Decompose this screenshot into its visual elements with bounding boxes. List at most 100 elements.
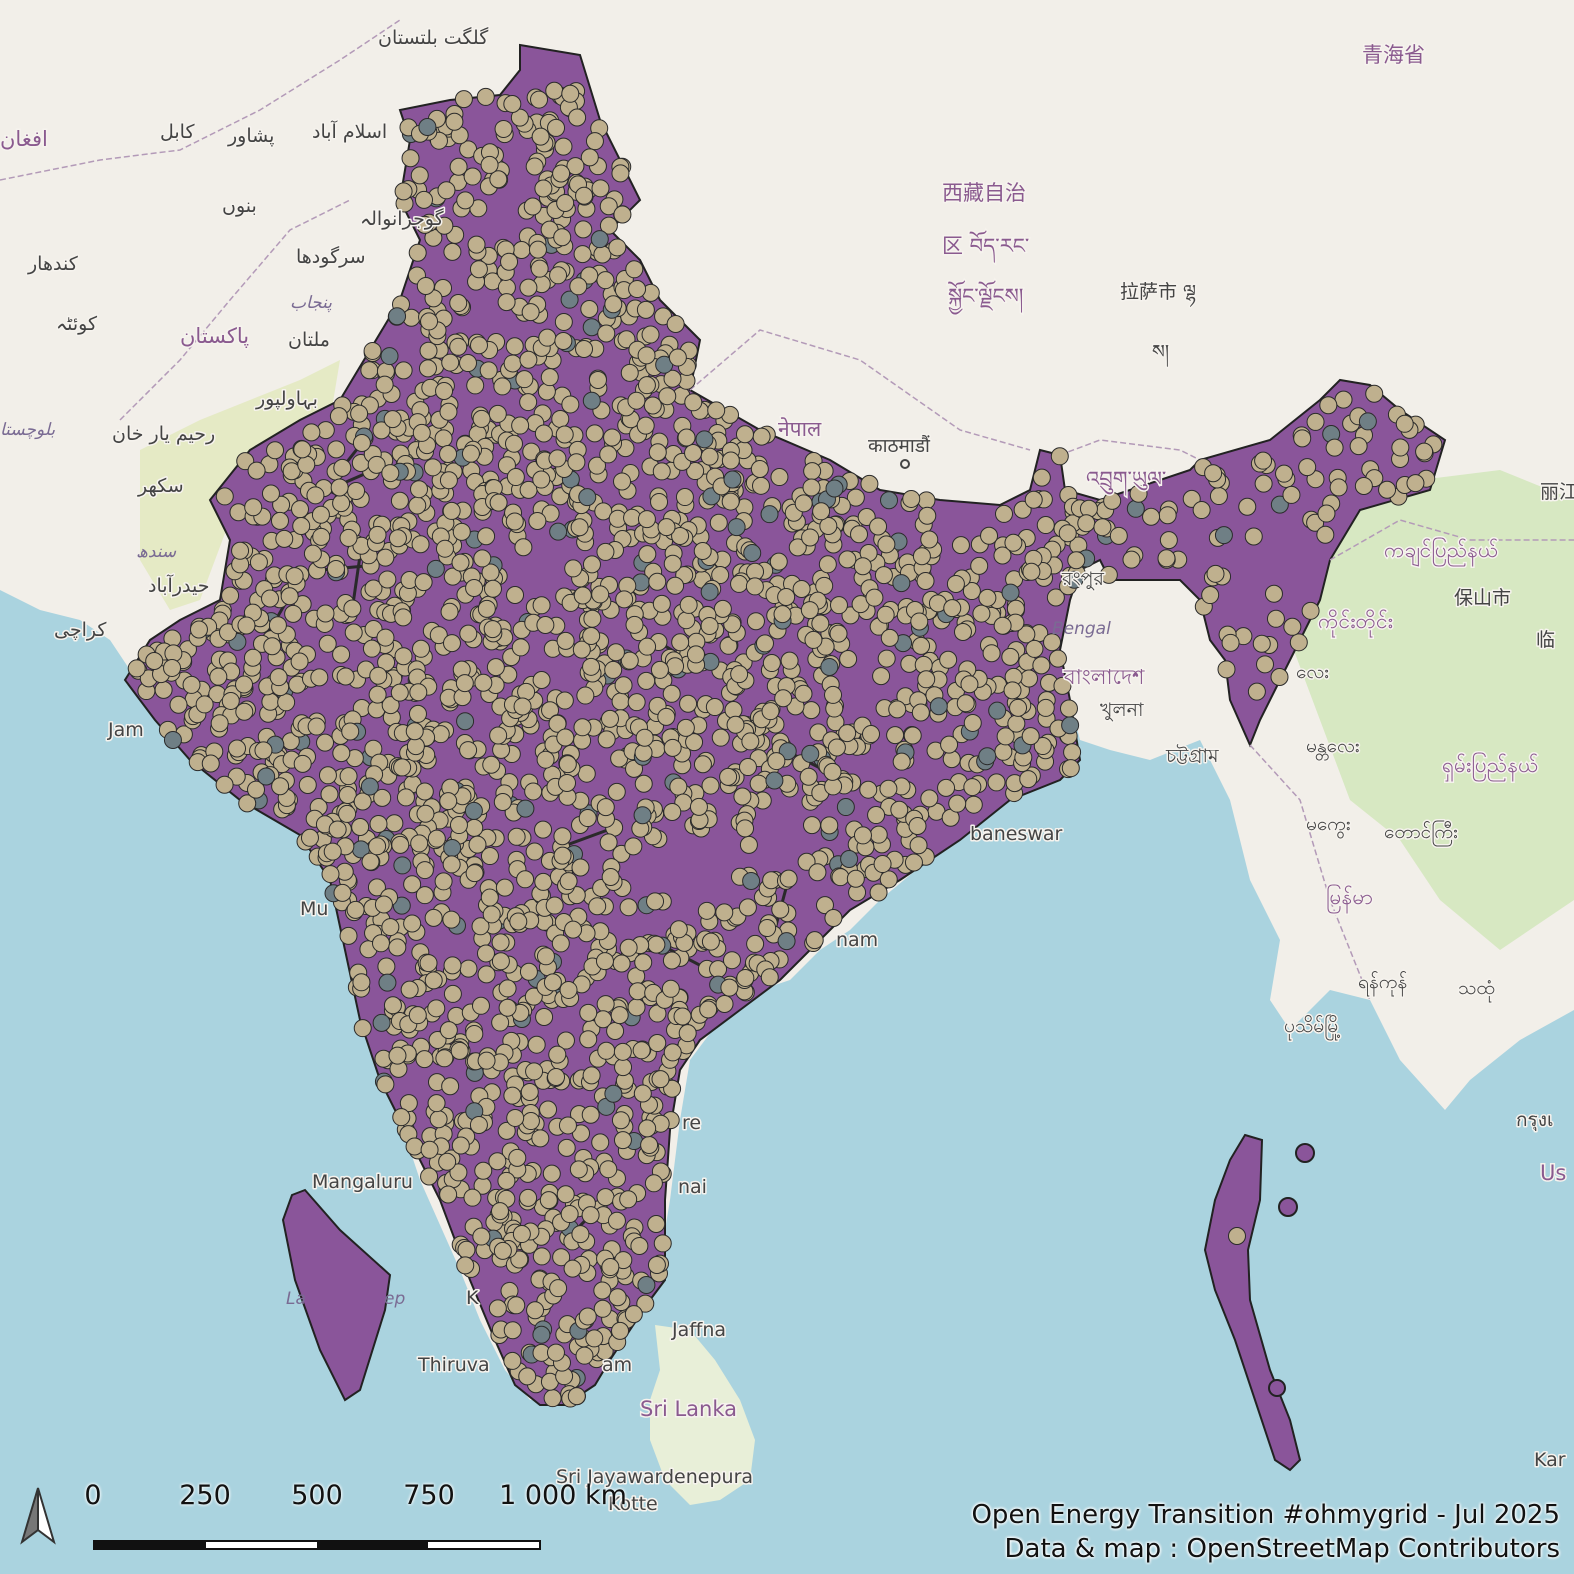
substation-point — [960, 675, 979, 694]
substation-point — [390, 491, 409, 510]
substation-point — [840, 849, 859, 868]
substation-point — [497, 1171, 516, 1190]
substation-point — [371, 934, 390, 953]
substation-point — [746, 612, 765, 631]
substation-point — [396, 788, 415, 807]
substation-point — [353, 792, 372, 811]
substation-point — [774, 689, 793, 708]
substation-point — [449, 157, 468, 176]
substation-point — [636, 300, 655, 319]
substation-point — [277, 693, 296, 712]
substation-point — [467, 235, 486, 254]
substation-point — [1067, 551, 1086, 570]
substation-point — [552, 1248, 571, 1267]
substation-point — [862, 725, 881, 744]
india-boundary[interactable] — [123, 43, 1447, 1406]
substation-point — [344, 623, 363, 642]
credit-line-2: Data & map : OpenStreetMap Contributors — [1004, 1534, 1560, 1564]
substation-point — [652, 594, 671, 613]
substation-point — [480, 888, 499, 907]
label-bengal: Bengal — [1052, 619, 1111, 639]
label-baoshan: 保山市 — [1454, 587, 1511, 609]
substation-point — [338, 786, 357, 805]
substation-point — [494, 119, 513, 138]
substation-point — [163, 658, 182, 677]
substation-point — [755, 634, 774, 653]
substation-point — [423, 458, 442, 477]
label-multan: ملتان — [288, 329, 330, 351]
scale-tick-500: 500 — [291, 1480, 343, 1511]
substation-point — [699, 1000, 718, 1019]
substation-point — [1009, 698, 1028, 717]
substation-point — [419, 341, 438, 360]
label-visakhapatnam: nam — [836, 929, 878, 951]
substation-point — [619, 898, 638, 917]
lakshadweep-boundary[interactable] — [281, 1188, 392, 1402]
substation-point — [711, 566, 730, 585]
substation-point — [1354, 476, 1373, 495]
substation-point — [980, 526, 999, 545]
substation-point — [752, 427, 771, 446]
substation-point — [638, 545, 657, 564]
substation-point — [336, 667, 355, 686]
substation-point — [558, 755, 577, 774]
label-afghanistan: افغان — [0, 127, 48, 151]
substation-point — [553, 228, 572, 247]
substation-point — [963, 778, 982, 797]
substation-point — [872, 667, 891, 686]
substation-point — [515, 370, 534, 389]
substation-point — [555, 691, 574, 710]
label-bangladesh: বাংলাদেশ — [1063, 665, 1145, 689]
substation-point — [637, 1276, 656, 1295]
substation-point — [627, 998, 646, 1017]
substation-point — [970, 556, 989, 575]
substation-point — [808, 863, 827, 882]
label-chattogram: চট্টগ্রাম — [1165, 744, 1219, 767]
substation-point — [679, 694, 698, 713]
substation-point — [488, 404, 507, 423]
substation-point — [339, 767, 358, 786]
substation-point — [532, 670, 551, 689]
substation-point — [749, 774, 768, 793]
label-yangon: ရန်ကုန် — [1358, 970, 1408, 997]
substation-point — [1099, 565, 1118, 584]
substation-point — [591, 179, 610, 198]
scale-tick-250: 250 — [179, 1480, 231, 1511]
substation-point — [751, 476, 770, 495]
substation-point — [619, 1190, 638, 1209]
substation-point — [237, 616, 256, 635]
substation-point — [271, 777, 290, 796]
substation-point — [298, 775, 317, 794]
substation-point — [332, 645, 351, 664]
substation-point — [575, 339, 594, 358]
substation-point — [464, 801, 483, 820]
substation-point — [215, 487, 234, 506]
substation-point — [745, 577, 764, 596]
substation-point — [362, 639, 381, 658]
island-marker — [1295, 1143, 1315, 1163]
substation-point — [709, 513, 728, 532]
label-rangpur: রংপুর — [1061, 568, 1105, 590]
substation-point — [599, 445, 618, 464]
substation-point — [953, 623, 972, 642]
substation-point — [415, 782, 434, 801]
substation-point — [560, 290, 579, 309]
substation-point — [390, 683, 409, 702]
substation-point — [874, 566, 893, 585]
substation-point — [877, 649, 896, 668]
substation-point — [443, 956, 462, 975]
substation-point — [1077, 514, 1096, 533]
substation-point — [380, 347, 399, 366]
substation-point — [827, 738, 846, 757]
substation-point — [456, 191, 475, 210]
substation-point — [524, 782, 543, 801]
substation-point — [892, 574, 911, 593]
substation-point — [627, 693, 646, 712]
substation-point — [353, 1019, 372, 1038]
substation-point — [604, 295, 623, 314]
label-sargodha: سرگودھا — [296, 245, 366, 268]
substation-point — [1046, 588, 1065, 607]
substation-point — [719, 636, 738, 655]
substation-point — [545, 896, 564, 915]
